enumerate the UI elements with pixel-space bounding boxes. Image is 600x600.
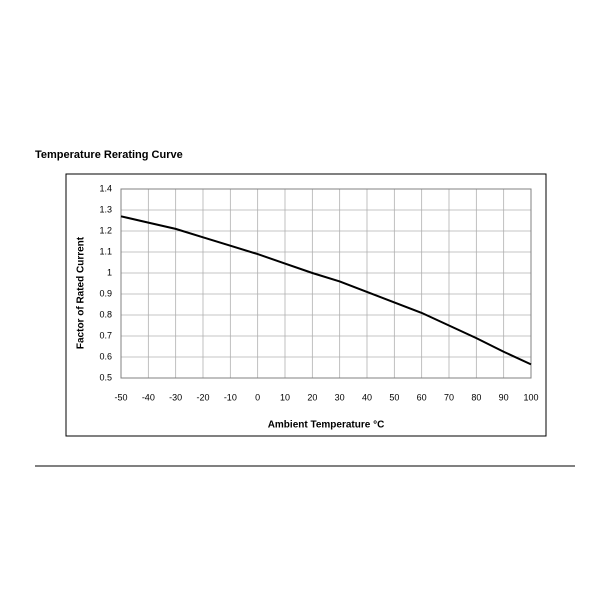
x-tick-label: 80 <box>471 392 481 402</box>
x-tick-label: 20 <box>307 392 317 402</box>
y-tick-label: 0.9 <box>99 288 112 298</box>
x-tick-label: 30 <box>335 392 345 402</box>
x-tick-label: 0 <box>255 392 260 402</box>
x-tick-label: -10 <box>224 392 237 402</box>
x-tick-label: -30 <box>169 392 182 402</box>
x-tick-label: -50 <box>114 392 127 402</box>
x-tick-label: -40 <box>142 392 155 402</box>
y-tick-label: 1.1 <box>99 246 112 256</box>
x-tick-label: 100 <box>523 392 538 402</box>
y-tick-label: 1.4 <box>99 183 112 193</box>
x-tick-label: 40 <box>362 392 372 402</box>
chart-frame <box>65 173 547 437</box>
y-tick-label: 0.7 <box>99 330 112 340</box>
y-axis-label: Factor of Rated Current <box>76 236 87 349</box>
x-tick-label: 60 <box>417 392 427 402</box>
x-tick-label: 90 <box>499 392 509 402</box>
x-tick-label: -20 <box>196 392 209 402</box>
plot-area <box>120 188 532 379</box>
x-tick-label: 10 <box>280 392 290 402</box>
data-line <box>120 215 532 366</box>
y-tick-label: 1.2 <box>99 225 112 235</box>
x-axis-label: Ambient Temperature °C <box>268 420 385 431</box>
x-tick-label: 70 <box>444 392 454 402</box>
y-tick-label: 0.8 <box>99 309 112 319</box>
y-tick-label: 1 <box>107 267 112 277</box>
y-tick-label: 0.5 <box>99 372 112 382</box>
chart-title: Temperature Rerating Curve <box>35 149 183 161</box>
y-tick-label: 0.6 <box>99 351 112 361</box>
x-tick-label: 50 <box>389 392 399 402</box>
y-tick-label: 1.3 <box>99 204 112 214</box>
